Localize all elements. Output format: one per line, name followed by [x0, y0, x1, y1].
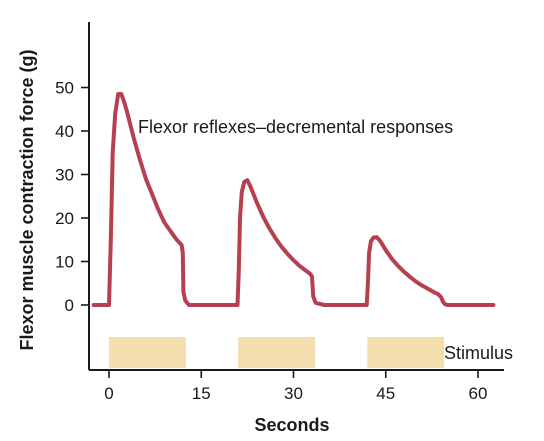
x-axis-title: Seconds	[254, 415, 329, 435]
y-tick-label-20: 20	[55, 209, 74, 228]
x-tick-label-0: 0	[104, 384, 113, 403]
y-tick-label-0: 0	[65, 296, 74, 315]
stimulus-bar-1	[109, 337, 186, 368]
y-tick-label-10: 10	[55, 253, 74, 272]
x-tick-label-30: 30	[284, 384, 303, 403]
stimulus-label: Stimulus	[444, 343, 513, 363]
y-tick-label-30: 30	[55, 166, 74, 185]
y-axis-title: Flexor muscle contraction force (g)	[17, 49, 37, 350]
x-tick-label-15: 15	[192, 384, 211, 403]
stimulus-bars	[109, 337, 445, 368]
force-series-line	[91, 92, 496, 307]
ticks: 0 10 20 30 40 50 0 15 30 45 60	[55, 79, 487, 404]
stimulus-bar-3	[367, 337, 445, 368]
y-tick-label-40: 40	[55, 122, 74, 141]
chart-annotation: Flexor reflexes–decremental responses	[138, 117, 453, 137]
x-tick-label-60: 60	[469, 384, 488, 403]
y-tick-label-50: 50	[55, 79, 74, 98]
axes	[88, 22, 504, 371]
stimulus-bar-2	[238, 337, 316, 368]
x-tick-label-45: 45	[376, 384, 395, 403]
series-layer	[91, 92, 496, 307]
